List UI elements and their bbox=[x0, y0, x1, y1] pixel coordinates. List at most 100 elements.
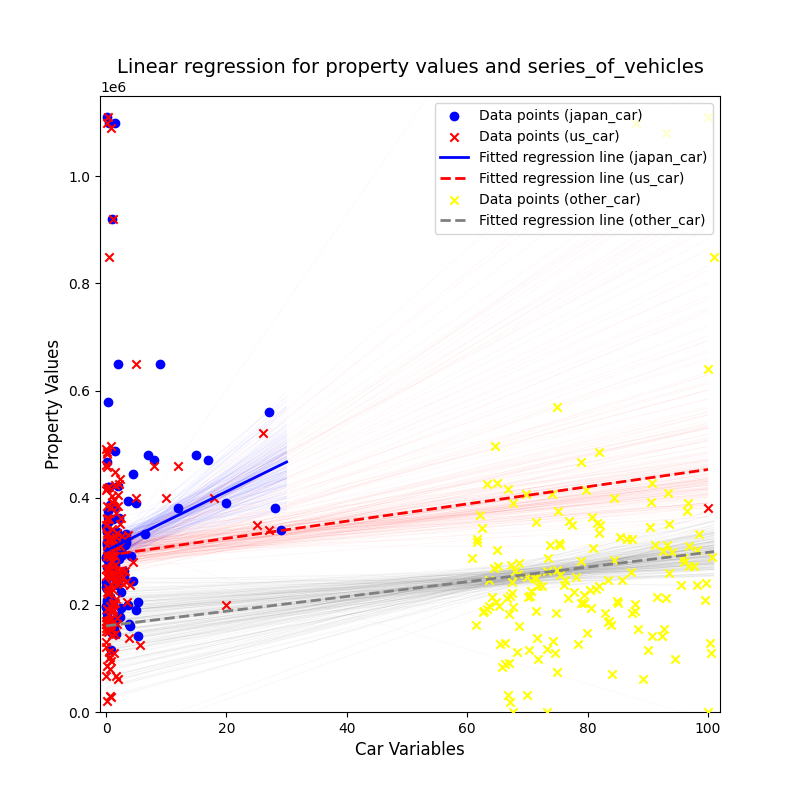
Data points (other_car) bbox=[471, 536, 484, 549]
Data points (other_car) bbox=[477, 605, 490, 618]
Fitted regression line (us_car) bbox=[213, 534, 222, 544]
Data points (us_car) bbox=[108, 628, 121, 641]
Data points (other_car) bbox=[692, 527, 705, 540]
Data points (other_car) bbox=[629, 597, 642, 610]
Data points (other_car) bbox=[655, 630, 668, 643]
Fitted regression line (japan_car) bbox=[273, 462, 282, 471]
Data points (other_car) bbox=[544, 538, 557, 551]
Data points (other_car) bbox=[492, 600, 505, 613]
Data points (japan_car) bbox=[102, 570, 115, 582]
Data points (us_car) bbox=[119, 565, 132, 578]
Data points (other_car) bbox=[102, 518, 114, 531]
Data points (other_car) bbox=[476, 522, 489, 534]
Data points (other_car) bbox=[503, 590, 516, 602]
Data points (japan_car) bbox=[101, 607, 114, 620]
Data points (us_car) bbox=[100, 550, 113, 562]
Data points (us_car) bbox=[107, 597, 120, 610]
Data points (japan_car) bbox=[102, 516, 114, 529]
Fitted regression line (other_car) bbox=[126, 618, 135, 628]
Data points (japan_car) bbox=[109, 546, 122, 559]
Data points (japan_car) bbox=[102, 481, 115, 494]
Data points (us_car) bbox=[122, 528, 134, 541]
Data points (japan_car) bbox=[100, 526, 113, 538]
Data points (us_car) bbox=[114, 512, 127, 525]
Data points (other_car) bbox=[575, 555, 588, 568]
Data points (us_car) bbox=[100, 618, 113, 630]
Data points (other_car) bbox=[602, 573, 614, 586]
Data points (japan_car) bbox=[102, 514, 115, 527]
Data points (us_car) bbox=[114, 540, 126, 553]
Fitted regression line (us_car) bbox=[138, 546, 147, 555]
Data points (japan_car) bbox=[111, 540, 124, 553]
Data points (japan_car) bbox=[131, 630, 144, 642]
Data points (japan_car) bbox=[112, 610, 125, 622]
Data points (other_car) bbox=[646, 477, 658, 490]
Data points (japan_car) bbox=[114, 601, 127, 614]
Fitted regression line (other_car) bbox=[214, 607, 224, 617]
Data points (japan_car) bbox=[103, 557, 116, 570]
Data points (us_car) bbox=[102, 532, 115, 545]
Data points (other_car) bbox=[631, 622, 644, 635]
Data points (japan_car) bbox=[102, 505, 114, 518]
Data points (us_car) bbox=[101, 550, 114, 562]
Data points (japan_car) bbox=[111, 578, 124, 590]
Data points (us_car) bbox=[102, 588, 114, 601]
Fitted regression line (japan_car) bbox=[109, 542, 118, 552]
Data points (us_car) bbox=[100, 602, 113, 615]
Data points (us_car) bbox=[106, 554, 118, 567]
Data points (us_car) bbox=[113, 570, 126, 583]
Data points (other_car) bbox=[499, 637, 512, 650]
Data points (us_car) bbox=[105, 654, 118, 667]
Data points (other_car) bbox=[535, 580, 548, 593]
Data points (us_car) bbox=[111, 488, 124, 501]
Data points (japan_car) bbox=[101, 524, 114, 537]
Data points (japan_car) bbox=[148, 454, 161, 466]
Data points (other_car) bbox=[699, 594, 712, 606]
Data points (us_car) bbox=[148, 459, 161, 472]
Data points (us_car) bbox=[100, 538, 113, 551]
Data points (us_car) bbox=[123, 632, 136, 645]
Data points (other_car) bbox=[604, 618, 617, 631]
Data points (japan_car) bbox=[115, 543, 128, 556]
Data points (other_car) bbox=[489, 595, 502, 608]
Data points (japan_car) bbox=[110, 579, 123, 592]
Data points (other_car) bbox=[550, 666, 563, 678]
Data points (other_car) bbox=[606, 668, 618, 681]
Data points (us_car) bbox=[106, 496, 118, 509]
Data points (us_car) bbox=[123, 578, 136, 591]
Data points (other_car) bbox=[658, 623, 671, 636]
Data points (other_car) bbox=[646, 630, 658, 642]
Data points (other_car) bbox=[608, 554, 621, 566]
Data points (other_car) bbox=[690, 578, 703, 591]
Data points (us_car) bbox=[103, 663, 116, 676]
Data points (us_car) bbox=[112, 574, 125, 587]
Data points (japan_car) bbox=[268, 502, 281, 515]
Data points (us_car) bbox=[100, 458, 113, 471]
Data points (other_car) bbox=[521, 570, 534, 583]
Data points (other_car) bbox=[470, 533, 483, 546]
Data points (japan_car) bbox=[109, 116, 122, 129]
Data points (japan_car) bbox=[103, 550, 116, 562]
Data points (japan_car) bbox=[142, 449, 154, 462]
Data points (other_car) bbox=[512, 567, 525, 580]
Data points (japan_car) bbox=[102, 396, 114, 409]
Data points (us_car) bbox=[112, 499, 125, 512]
Data points (other_car) bbox=[662, 566, 675, 579]
Data points (us_car) bbox=[104, 604, 117, 617]
Data points (japan_car) bbox=[102, 544, 114, 557]
Data points (us_car) bbox=[105, 691, 118, 704]
Data points (us_car) bbox=[110, 572, 122, 585]
Data points (us_car) bbox=[102, 614, 114, 627]
Data points (other_car) bbox=[690, 544, 703, 557]
Data points (japan_car) bbox=[111, 572, 124, 585]
Data points (japan_car) bbox=[113, 553, 126, 566]
Data points (other_car) bbox=[506, 587, 518, 600]
Fitted regression line (japan_car) bbox=[112, 541, 122, 550]
Data points (us_car) bbox=[111, 673, 124, 686]
Data points (us_car) bbox=[106, 628, 118, 641]
Data points (us_car) bbox=[120, 576, 133, 589]
Data points (us_car) bbox=[109, 558, 122, 571]
Data points (us_car) bbox=[106, 603, 119, 616]
Data points (other_car) bbox=[626, 606, 638, 619]
Data points (japan_car) bbox=[100, 561, 113, 574]
